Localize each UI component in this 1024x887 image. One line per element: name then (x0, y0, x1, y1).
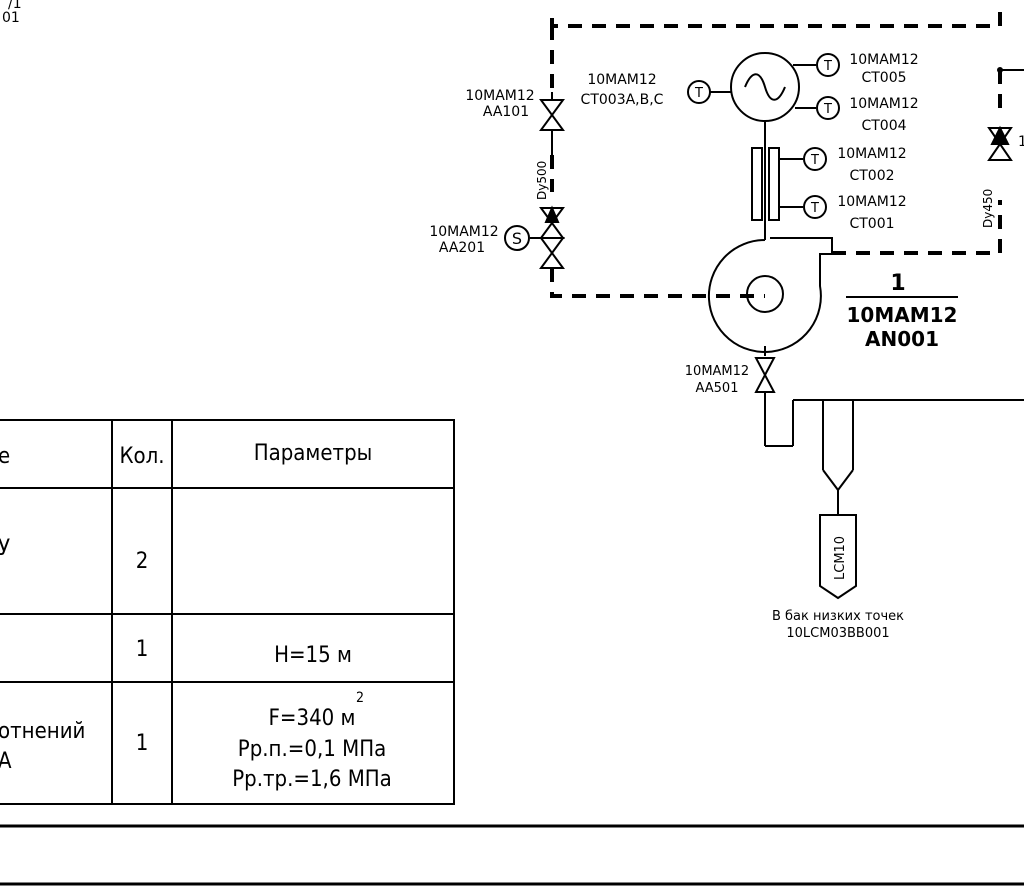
sensor-ct002[interactable] (779, 147, 827, 171)
sensor-ct005-id: CT005 (861, 70, 906, 86)
valve-aa201-id: AA201 (439, 240, 485, 256)
valve-aa501-id: AA501 (696, 381, 739, 396)
temp-icon: T (694, 86, 703, 101)
sensor-ct002-id: CT002 (849, 168, 894, 184)
sensor-ct005-tag: 10MAM12 (849, 52, 918, 68)
sensor-ct001[interactable] (779, 195, 827, 219)
valve-aa101[interactable] (539, 92, 565, 155)
sensor-ct003-tag: 10MAM12 (587, 72, 656, 88)
table-row3-param-pressure1: Pр.п.=0,1 МПа (238, 737, 386, 762)
valve-aa501-tag: 10MAM12 (685, 364, 749, 379)
table-row1-qty: 2 (136, 549, 149, 574)
table-row3-qty: 1 (136, 731, 149, 756)
sensor-ct005[interactable] (793, 53, 840, 77)
shaft-coupling (751, 147, 780, 240)
table-header-qty: Кол. (119, 444, 164, 469)
pump (707, 237, 833, 356)
temp-icon: T (823, 102, 832, 117)
fragment-text-b: 01 (2, 10, 20, 26)
sensor-ct003[interactable] (687, 80, 731, 104)
table-row3-param-area: F=340 м (269, 706, 356, 731)
table-row2-param: H=15 м (274, 643, 352, 668)
pipe-dy450-label: Dy450 (981, 189, 995, 228)
drain-destination-code: 10LCM03BB001 (786, 626, 889, 641)
pipe-dy500-label: Dy500 (535, 161, 549, 200)
motor (730, 52, 800, 148)
table-row3-name-line2: А (0, 749, 12, 774)
unit-id: AN001 (865, 327, 939, 351)
dashed-boundary (550, 10, 1002, 298)
valve-aa201-tag: 10MAM12 (429, 224, 498, 240)
solenoid-icon: S (512, 229, 522, 248)
valve-aa101-id: AA101 (483, 104, 529, 120)
temp-icon: T (810, 153, 819, 168)
temp-icon: T (810, 201, 819, 216)
sensor-ct002-tag: 10MAM12 (837, 146, 906, 162)
drain-tag (819, 514, 857, 600)
sensor-ct004-tag: 10MAM12 (849, 96, 918, 112)
table-header-params: Параметры (254, 441, 373, 466)
table-row1-name: У (0, 536, 10, 561)
drain-destination: В бак низких точек (772, 609, 904, 624)
unit-tag: 10MAM12 (847, 303, 958, 327)
valve-aa201[interactable] (504, 205, 565, 269)
fragment-text-a: /1 (8, 0, 22, 12)
valve-aa101-tag: 10MAM12 (465, 88, 534, 104)
temp-icon: T (823, 59, 832, 74)
sensor-ct001-id: CT001 (849, 216, 894, 232)
table-header-name: е (0, 444, 10, 469)
valve-aa501[interactable] (754, 357, 1024, 515)
table-row3-param-pressure2: Pр.тр.=1,6 МПа (232, 767, 392, 792)
valve-right[interactable] (987, 125, 1013, 161)
sensor-ct004-id: CT004 (861, 118, 906, 134)
sensor-ct003-id: CT003A,B,C (581, 92, 664, 108)
unit-number: 1 (890, 271, 905, 296)
table-row2-qty: 1 (136, 637, 149, 662)
parts-table (0, 419, 455, 805)
sensor-ct001-tag: 10MAM12 (837, 194, 906, 210)
table-row3-param-sup: 2 (356, 690, 364, 706)
right-pipe-label: 1 (1018, 134, 1024, 150)
table-row3-name-line1: отнений (0, 719, 85, 744)
sensor-ct004[interactable] (795, 96, 840, 120)
drain-code: LCM10 (833, 536, 848, 580)
